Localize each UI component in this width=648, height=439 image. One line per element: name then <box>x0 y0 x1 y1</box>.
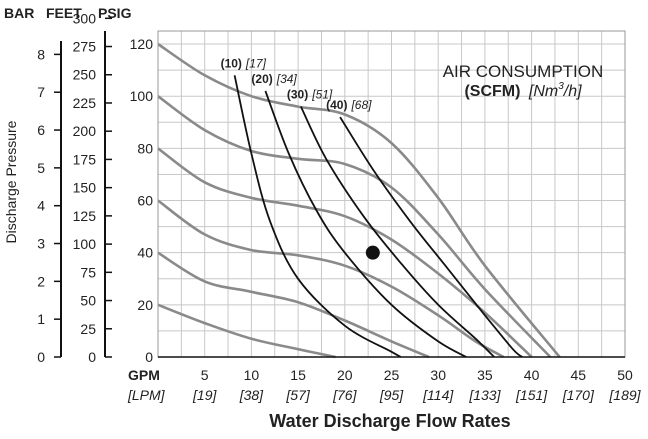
psig-tick-label: 100 <box>130 88 154 104</box>
bar-tick-label: 6 <box>37 122 45 138</box>
air-consumption-curve <box>233 75 402 358</box>
air-consumption-curve <box>339 116 523 358</box>
psig-tick-label: 40 <box>137 245 153 261</box>
psig-tick-label: 20 <box>137 297 153 313</box>
x-tick-label: 5 <box>201 367 209 383</box>
psig-axis-header: PSIG <box>98 5 132 21</box>
x-tick-label: 40 <box>524 367 540 383</box>
performance-curve <box>157 42 561 358</box>
bar-tick-label: 3 <box>37 236 45 252</box>
bar-axis-header: BAR <box>4 5 34 21</box>
x-tick-lpm-label: [95] <box>379 387 404 403</box>
feet-tick-label: 300 <box>73 10 97 26</box>
legend-title: AIR CONSUMPTION <box>443 62 604 81</box>
operating-point-marker <box>365 245 380 260</box>
bar-tick-label: 0 <box>37 349 45 365</box>
feet-tick-label: 125 <box>73 208 97 224</box>
x-tick-label: 30 <box>430 367 446 383</box>
legend-units: (SCFM) [Nm3/h] <box>464 81 582 100</box>
feet-tick-label: 200 <box>73 123 97 139</box>
bar-tick-label: 2 <box>37 273 45 289</box>
x-tick-lpm-label: [151] <box>515 387 548 403</box>
x-tick-lpm-label: [114] <box>422 387 454 403</box>
air-consumption-curve <box>264 90 467 358</box>
feet-tick-label: 150 <box>73 180 97 196</box>
y-axis-title: Discharge Pressure <box>3 120 19 243</box>
psig-tick-label: 0 <box>145 349 153 365</box>
bar-tick-label: 5 <box>37 160 45 176</box>
feet-axis-header: FEET <box>46 5 82 21</box>
bar-tick-label: 1 <box>37 311 45 327</box>
bar-tick-label: 8 <box>37 46 45 62</box>
air-curve-label: (30) [51] <box>287 88 333 102</box>
feet-tick-label: 0 <box>88 349 96 365</box>
bar-tick-label: 4 <box>37 198 45 214</box>
x-axis-title: Water Discharge Flow Rates <box>269 411 510 431</box>
feet-tick-label: 175 <box>73 151 97 167</box>
air-curve-label: (40) [68] <box>326 98 372 112</box>
bar-tick-label: 7 <box>37 84 45 100</box>
x-unit-gpm: GPM <box>128 367 160 383</box>
performance-curve <box>157 95 552 358</box>
psig-tick-label: 120 <box>130 36 154 52</box>
x-unit-lpm: [LPM] <box>127 387 166 403</box>
x-tick-lpm-label: [133] <box>468 387 501 403</box>
x-tick-lpm-label: [170] <box>562 387 595 403</box>
feet-tick-label: 75 <box>80 264 96 280</box>
feet-tick-label: 50 <box>80 293 96 309</box>
feet-tick-label: 225 <box>73 95 97 111</box>
x-tick-label: 35 <box>477 367 493 383</box>
psig-tick-label: 60 <box>137 193 153 209</box>
feet-tick-label: 250 <box>73 67 97 83</box>
performance-curve <box>157 251 430 359</box>
air-curve-label: (10) [17] <box>221 56 267 70</box>
x-tick-lpm-label: [57] <box>285 387 310 403</box>
x-tick-label: 20 <box>337 367 353 383</box>
feet-tick-label: 25 <box>80 321 96 337</box>
air-curve-label: (20) [34] <box>251 72 297 86</box>
psig-tick-label: 80 <box>137 140 153 156</box>
feet-tick-label: 100 <box>73 236 97 252</box>
x-tick-lpm-label: [19] <box>192 387 217 403</box>
x-tick-label: 15 <box>290 367 306 383</box>
x-tick-label: 10 <box>244 367 260 383</box>
x-tick-label: 45 <box>571 367 587 383</box>
feet-tick-label: 275 <box>73 39 97 55</box>
performance-curve <box>157 199 505 359</box>
x-tick-lpm-label: [189] <box>608 387 641 403</box>
air-consumption-curve <box>300 106 495 358</box>
performance-curve <box>157 303 336 359</box>
x-tick-lpm-label: [76] <box>332 387 357 403</box>
x-tick-label: 25 <box>384 367 400 383</box>
x-tick-lpm-label: [38] <box>239 387 264 403</box>
x-tick-label: 50 <box>617 367 633 383</box>
